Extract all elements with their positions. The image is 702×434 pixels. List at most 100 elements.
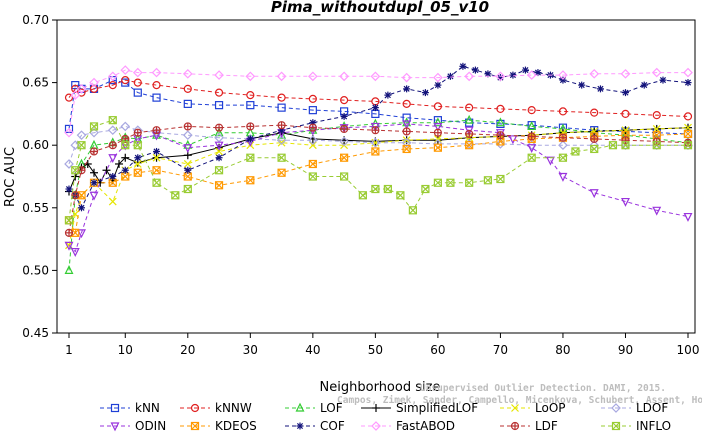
data-point-knn xyxy=(308,106,317,115)
legend-label-odin: ODIN xyxy=(135,419,166,433)
data-point-fastabod xyxy=(276,71,287,82)
series-line-knnw xyxy=(68,79,689,117)
data-point-fastabod xyxy=(589,68,600,79)
data-point-fastabod xyxy=(245,71,256,82)
data-point-simplifiedlof xyxy=(102,166,111,175)
data-point-ldof xyxy=(120,121,131,132)
data-point-ldf xyxy=(246,122,255,131)
data-point-odin xyxy=(433,122,443,132)
data-point-inflo xyxy=(446,178,455,187)
legend-label-ldof: LDOF xyxy=(636,401,668,415)
data-point-knnw xyxy=(496,104,505,113)
legend-label-fastabod: FastABOD xyxy=(396,419,455,433)
data-point-knn xyxy=(214,101,224,110)
data-point-lof xyxy=(495,117,505,127)
data-point-ldof xyxy=(107,125,118,136)
legend-marker-odin xyxy=(110,422,120,432)
data-point-inflo xyxy=(133,141,142,150)
data-point-cof xyxy=(521,66,529,74)
data-point-knnw xyxy=(108,81,117,90)
data-point-kdeos xyxy=(121,172,130,181)
legend-item-fastabod: FastABOD xyxy=(361,419,455,433)
legend-marker-kdeos xyxy=(190,421,200,431)
data-point-inflo xyxy=(465,178,474,187)
data-point-inflo xyxy=(396,191,405,200)
data-point-odin xyxy=(402,120,412,130)
data-point-cof xyxy=(184,166,192,174)
data-point-knnw xyxy=(89,84,99,93)
data-point-knnw xyxy=(683,112,693,121)
data-point-fastabod xyxy=(558,70,568,80)
legend-marker-cof xyxy=(296,422,304,430)
data-point-cof xyxy=(421,89,429,97)
data-point-ldof xyxy=(526,140,537,151)
legend-label-kdeos: KDEOS xyxy=(215,419,257,433)
data-point-knnw xyxy=(590,108,599,117)
data-point-lof xyxy=(527,121,537,131)
y-axis-label: ROC AUC xyxy=(3,147,18,207)
data-point-knnw xyxy=(71,84,80,93)
plot-frame xyxy=(56,19,696,334)
data-point-knnw xyxy=(527,106,536,115)
data-point-odin xyxy=(652,206,662,216)
legend-item-kdeos: KDEOS xyxy=(180,419,257,433)
legend: kNN kNNW LOF SimplifiedLOF LoOP LDOF ODIN KDEOS… xyxy=(100,401,671,433)
data-point-inflo xyxy=(152,178,161,187)
data-point-cof xyxy=(371,104,379,112)
data-point-ldof xyxy=(151,127,162,138)
legend-marker-ldof xyxy=(611,403,621,413)
legend-label-loop: LoOP xyxy=(535,401,566,415)
data-point-inflo xyxy=(214,166,224,175)
legend-item-simplifiedlof: SimplifiedLOF xyxy=(361,401,478,415)
data-point-inflo xyxy=(64,216,74,225)
data-point-cof xyxy=(340,112,348,120)
plot-area xyxy=(64,62,693,274)
data-point-inflo xyxy=(383,184,392,194)
data-point-inflo xyxy=(483,176,493,185)
data-point-fastabod xyxy=(401,72,412,83)
data-point-cof xyxy=(578,81,586,89)
data-point-lof xyxy=(402,117,412,127)
y-tick-label: 0.65 xyxy=(22,76,49,90)
series-knnw xyxy=(64,75,693,121)
data-point-cof xyxy=(109,173,117,180)
data-point-ldf xyxy=(465,129,474,139)
data-point-kdeos xyxy=(402,144,411,154)
data-point-inflo xyxy=(358,191,367,200)
legend-item-loop: LoOP xyxy=(500,401,566,415)
watermark-line-2: Campos, Zimek, Sander, Campello, Micenko… xyxy=(337,395,702,406)
data-point-ldf xyxy=(183,122,192,131)
data-point-ldof xyxy=(276,135,287,146)
legend-marker-knn xyxy=(110,403,120,413)
data-point-odin xyxy=(64,241,74,251)
data-point-odin xyxy=(77,229,86,239)
data-point-knn xyxy=(121,78,130,87)
data-point-fastabod xyxy=(433,72,443,83)
data-point-loop xyxy=(433,135,442,143)
data-point-ldf xyxy=(214,123,224,132)
data-point-fastabod xyxy=(76,84,87,94)
data-point-knnw xyxy=(308,94,317,103)
data-point-odin xyxy=(621,197,630,207)
data-point-ldof xyxy=(307,135,318,146)
legend-label-knn: kNN xyxy=(135,401,160,415)
data-point-knnw xyxy=(433,102,442,111)
data-point-cof xyxy=(384,91,392,99)
data-point-inflo xyxy=(590,144,599,154)
data-point-kdeos xyxy=(152,166,161,175)
data-point-ldf xyxy=(108,141,117,150)
series-line-ldof xyxy=(68,125,688,165)
data-point-loop xyxy=(308,141,317,150)
data-point-ldf xyxy=(558,133,568,142)
data-point-knn xyxy=(246,101,255,110)
data-point-cof xyxy=(640,81,648,89)
legend-label-ldf: LDF xyxy=(535,419,558,433)
x-tick-label: 10 xyxy=(118,343,133,357)
series-loop xyxy=(65,123,692,250)
data-point-knnw xyxy=(558,107,568,116)
data-point-ldf xyxy=(133,128,142,137)
y-tick-label: 0.50 xyxy=(22,263,49,277)
data-point-inflo xyxy=(183,184,192,194)
legend-item-lof: LOF xyxy=(285,401,343,415)
data-point-ldf xyxy=(71,191,80,200)
